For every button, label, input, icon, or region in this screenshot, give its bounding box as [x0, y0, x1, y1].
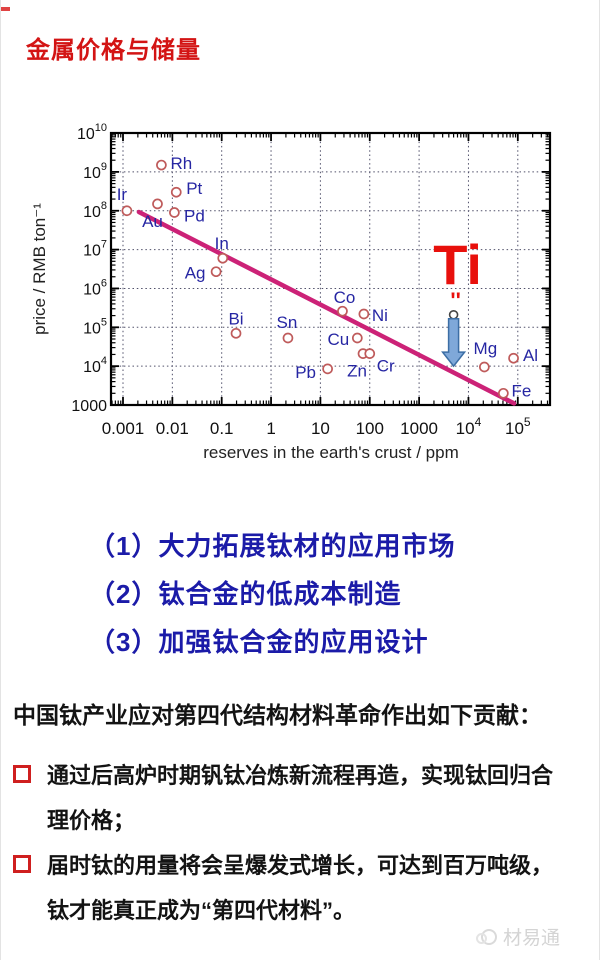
square-bullet-icon [13, 765, 31, 783]
price-vs-reserves-chart: 1010 109 108 107 106 105 104 1000 0.001 0.01 0.1 1 1… [1, 100, 600, 480]
data-point-cu [351, 332, 363, 344]
data-point-bi [230, 327, 242, 339]
element-label-pd: Pd [184, 207, 205, 226]
x-tick-label: 0.1 [210, 419, 234, 438]
chart-svg: 1010 109 108 107 106 105 104 1000 0.001 0.01 0.1 1 1… [30, 122, 552, 462]
data-point-co [337, 305, 348, 317]
element-label-zn: Zn [347, 362, 367, 381]
watermark: 材易通 [476, 923, 561, 950]
element-label-au: Au [142, 212, 163, 231]
corner-crop-mark [1, 7, 10, 11]
data-point-pd [169, 207, 180, 218]
data-point-fe [498, 387, 509, 399]
bullet-text-2: 届时钛的用量将会呈爆发式增长，可达到百万吨级，钛才能真正成为“第四代材料”。 [47, 853, 554, 923]
element-label-co: Co [334, 288, 356, 307]
element-label-pt: Pt [186, 179, 202, 198]
element-label-ir: Ir [117, 185, 128, 204]
x-tick-label: 105 [505, 415, 531, 438]
y-tick-label: 106 [83, 277, 107, 298]
element-label-cr: Cr [377, 357, 395, 376]
data-point-pt [170, 186, 182, 198]
square-bullet-icon [13, 855, 31, 873]
x-tick-label: 1 [266, 419, 275, 438]
data-point-cr [364, 348, 376, 359]
y-tick-label: 104 [83, 355, 107, 376]
element-label-sn: Sn [277, 313, 298, 332]
element-label-mg: Mg [474, 339, 498, 358]
element-label-bi: Bi [228, 309, 243, 328]
plot-frame [109, 131, 552, 407]
x-tick-label: 100 [356, 419, 384, 438]
data-point-ti [448, 309, 459, 320]
lead-paragraph: 中国钛产业应对第四代结构材料革命作出如下贡献： [13, 702, 542, 728]
y-tick-label: 109 [83, 161, 107, 182]
x-tick-label: 10 [311, 419, 330, 438]
y-tick-label: 1010 [77, 122, 107, 143]
watermark-logo-icon [476, 928, 497, 945]
key-point-2: （2）钛合金的低成本制造 [89, 579, 402, 609]
data-point-pb [322, 363, 333, 375]
element-label-al: Al [523, 346, 538, 365]
element-label-in: In [215, 234, 229, 253]
data-point-rh [156, 159, 167, 171]
data-point-sn [282, 332, 294, 344]
bullet-text-1: 通过后高炉时期钒钛冶炼新流程再造，实现钛回归合理价格； [47, 763, 554, 833]
y-tick-label: 105 [83, 316, 107, 337]
element-label-ni: Ni [372, 306, 388, 325]
element-label-fe: Fe [511, 381, 531, 400]
element-label-pb: Pb [295, 363, 316, 382]
key-points-list: （1）大力拓展钛材的应用市场 （2）钛合金的低成本制造 （3）加强钛合金的应用设… [89, 530, 455, 674]
y-tick-label: 108 [83, 200, 107, 221]
x-tick-label: 0.01 [156, 419, 189, 438]
data-point-al [508, 352, 519, 364]
page-title: 金属价格与储量 [26, 37, 201, 64]
key-point-1: （1）大力拓展钛材的应用市场 [89, 531, 456, 561]
x-tick-label: 104 [456, 415, 482, 438]
data-point-in [217, 252, 229, 264]
y-tick-label: 1000 [71, 398, 107, 415]
x-tick-label: 0.001 [102, 419, 145, 438]
y-axis-title: price / RMB ton⁻¹ [30, 203, 49, 335]
data-point-ir [121, 205, 133, 217]
watermark-text: 材易通 [503, 928, 561, 949]
ti-label: Ti [433, 233, 482, 296]
bullet-item-1: 通过后高炉时期钒钛冶炼新流程再造，实现钛回归合理价格； [13, 753, 562, 843]
ti-price-drop-arrow-icon [441, 318, 467, 368]
key-point-3: （3）加强钛合金的应用设计 [89, 627, 429, 657]
data-point-ni [358, 308, 370, 320]
trend-line [136, 209, 517, 406]
x-axis-title: reserves in the earth's crust / ppm [203, 443, 459, 462]
element-label-ag: Ag [185, 264, 206, 283]
data-point-mg [479, 361, 490, 373]
data-point-ag [210, 266, 222, 278]
element-label-rh: Rh [171, 154, 193, 173]
data-point-au [152, 198, 163, 210]
x-tick-label: 1000 [400, 419, 438, 438]
y-tick-label: 107 [83, 239, 107, 260]
bullet-item-2: 届时钛的用量将会呈爆发式增长，可达到百万吨级，钛才能真正成为“第四代材料”。 [13, 843, 562, 933]
ti-quote-mark: '' [450, 288, 460, 313]
element-label-cu: Cu [327, 330, 349, 349]
